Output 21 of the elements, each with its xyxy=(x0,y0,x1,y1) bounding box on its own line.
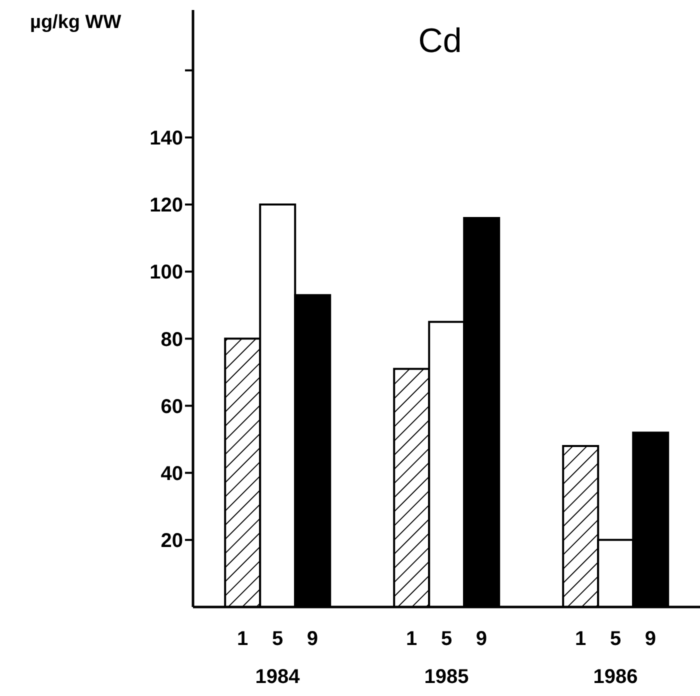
x-tick-label: 1985 xyxy=(424,666,469,688)
text: 9 xyxy=(644,628,656,650)
text: 5 xyxy=(440,628,452,650)
y-tick-label: 20 xyxy=(160,530,183,552)
series-label: 1 xyxy=(237,628,248,650)
y-tick-label: 40 xyxy=(160,462,183,485)
series-label: 9 xyxy=(306,628,318,650)
y-tick-label: 120 xyxy=(150,194,183,217)
x-tick-label: 1984 xyxy=(255,666,301,688)
y-tick-label: 100 xyxy=(150,262,183,284)
text: 9 xyxy=(476,628,487,650)
chart-title: Cd xyxy=(418,22,462,60)
text: 1 xyxy=(575,628,586,650)
y-tick-label: 80 xyxy=(160,328,183,351)
y-tick-label: 60 xyxy=(160,396,183,418)
y-tick-label: 140 xyxy=(150,128,183,150)
text: 5 xyxy=(610,628,622,650)
y-axis-title: µg/kg WW xyxy=(30,12,122,33)
series-label: 5 xyxy=(272,628,284,650)
text: 1 xyxy=(406,628,418,650)
x-tick-label: 1986 xyxy=(593,666,638,688)
